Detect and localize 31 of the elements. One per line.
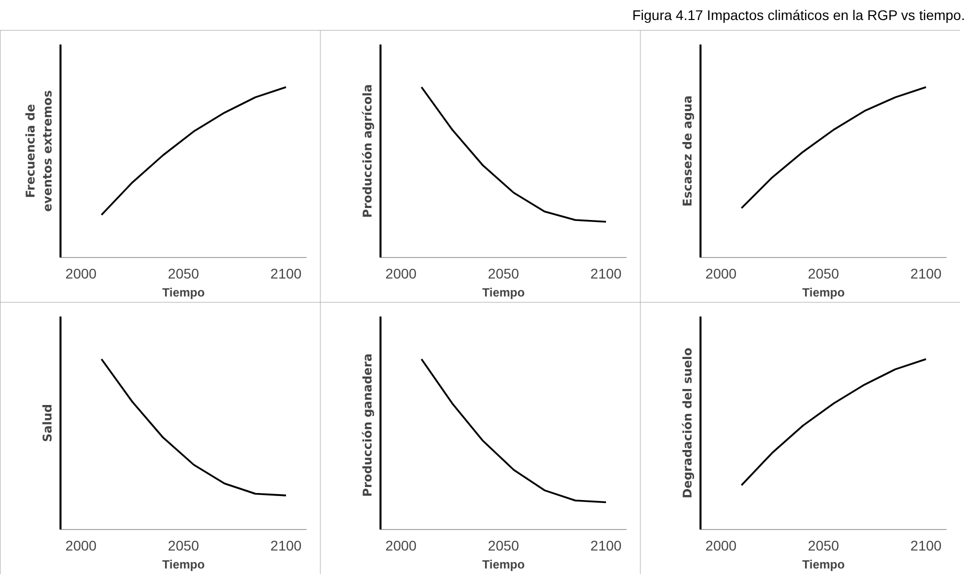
x-tick-label: 2000 <box>65 538 97 554</box>
x-axis-title: Tiempo <box>802 558 845 572</box>
y-axis-title: Producción agrícola <box>360 84 374 218</box>
x-tick-label: 2000 <box>385 266 417 282</box>
y-axis-title: Frecuencia de eventos extremos <box>24 90 54 212</box>
y-axis-title: Degradación del suelo <box>680 348 694 498</box>
x-axis-title: Tiempo <box>482 558 525 572</box>
x-axis-title: Tiempo <box>162 558 205 572</box>
x-tick-label: 2100 <box>270 266 302 282</box>
x-axis-title: Tiempo <box>482 286 525 300</box>
text: Figura 4.17 Impactos climáticos en la RGP vs tiempo. <box>632 6 965 25</box>
x-tick-label: 2000 <box>385 538 417 554</box>
y-axis-title: Producción ganadera <box>360 353 374 497</box>
x-tick-label: 2000 <box>705 538 737 554</box>
x-tick-label: 2050 <box>488 538 520 554</box>
x-axis-title: Tiempo <box>802 286 845 300</box>
x-tick-label: 2050 <box>488 266 520 282</box>
y-axis-title: Escasez de agua <box>680 95 694 207</box>
x-axis-title: Tiempo <box>162 286 205 300</box>
x-tick-label: 2100 <box>910 538 942 554</box>
y-axis-title: Salud <box>40 404 54 442</box>
x-tick-label: 2100 <box>590 538 622 554</box>
x-tick-label: 2050 <box>808 266 840 282</box>
x-tick-label: 2000 <box>65 266 97 282</box>
x-tick-label: 2100 <box>590 266 622 282</box>
x-tick-label: 2050 <box>168 538 200 554</box>
x-tick-label: 2050 <box>168 266 200 282</box>
x-tick-label: 2100 <box>270 538 302 554</box>
x-tick-label: 2000 <box>705 266 737 282</box>
x-tick-label: 2100 <box>910 266 942 282</box>
x-tick-label: 2050 <box>808 538 840 554</box>
